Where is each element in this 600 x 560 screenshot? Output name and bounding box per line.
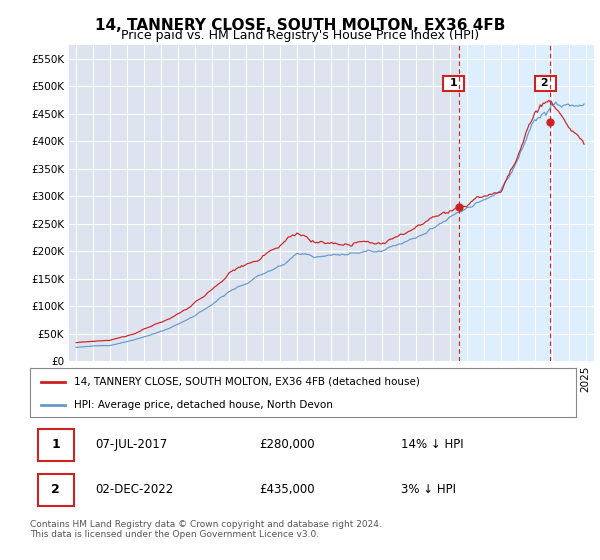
Text: 14% ↓ HPI: 14% ↓ HPI (401, 438, 464, 451)
Text: 1: 1 (51, 438, 60, 451)
Text: 1: 1 (446, 78, 461, 88)
Text: HPI: Average price, detached house, North Devon: HPI: Average price, detached house, Nort… (74, 400, 332, 410)
Text: Price paid vs. HM Land Registry's House Price Index (HPI): Price paid vs. HM Land Registry's House … (121, 29, 479, 42)
Bar (459, 45, 594, 361)
Text: Contains HM Land Registry data © Crown copyright and database right 2024.
This d: Contains HM Land Registry data © Crown c… (30, 520, 382, 539)
Text: 3% ↓ HPI: 3% ↓ HPI (401, 483, 456, 496)
Text: 2: 2 (51, 483, 60, 496)
FancyBboxPatch shape (38, 474, 74, 506)
Text: 14, TANNERY CLOSE, SOUTH MOLTON, EX36 4FB: 14, TANNERY CLOSE, SOUTH MOLTON, EX36 4F… (95, 18, 505, 33)
Text: 2: 2 (538, 78, 553, 88)
FancyBboxPatch shape (38, 429, 74, 461)
Text: 14, TANNERY CLOSE, SOUTH MOLTON, EX36 4FB (detached house): 14, TANNERY CLOSE, SOUTH MOLTON, EX36 4F… (74, 377, 419, 387)
Text: £280,000: £280,000 (259, 438, 315, 451)
Text: £435,000: £435,000 (259, 483, 315, 496)
Text: 07-JUL-2017: 07-JUL-2017 (95, 438, 168, 451)
Text: 02-DEC-2022: 02-DEC-2022 (95, 483, 174, 496)
